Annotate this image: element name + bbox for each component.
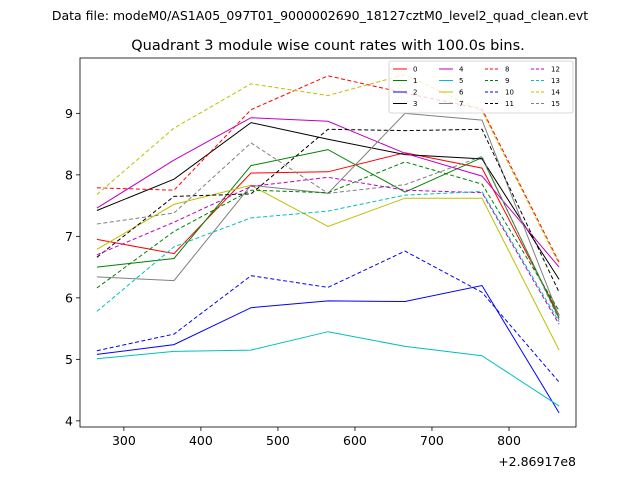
x-tick-label: 700	[420, 433, 444, 448]
legend-label-9: 9	[505, 77, 509, 85]
x-axis-offset-label: +2.86917e8	[498, 454, 576, 469]
legend-label-10: 10	[505, 89, 514, 97]
series-line-9	[96, 161, 560, 312]
legend-label-8: 8	[505, 66, 509, 74]
legend-label-11: 11	[505, 100, 514, 108]
x-tick-label: 400	[189, 433, 213, 448]
legend-label-12: 12	[551, 66, 560, 74]
legend-label-7: 7	[459, 100, 463, 108]
series-line-4	[96, 117, 560, 268]
x-tick-label: 300	[112, 433, 136, 448]
series-line-15	[96, 142, 560, 321]
figure-suptitle: Data file: modeM0/AS1A05_097T01_90000026…	[52, 8, 588, 23]
legend-label-13: 13	[551, 77, 560, 85]
y-tick-label: 5	[65, 352, 73, 367]
legend-label-6: 6	[459, 89, 464, 97]
series-line-0	[96, 152, 560, 316]
series-line-13	[96, 190, 560, 323]
chart-title: Quadrant 3 module wise count rates with …	[131, 38, 525, 54]
legend-label-2: 2	[413, 89, 417, 97]
series-line-7	[96, 112, 560, 317]
series-line-5	[96, 331, 560, 407]
legend-label-3: 3	[413, 100, 417, 108]
y-tick-label: 9	[65, 106, 73, 121]
x-tick-label: 600	[343, 433, 367, 448]
series-layer	[96, 74, 560, 414]
legend-label-14: 14	[551, 89, 560, 97]
series-line-3	[96, 122, 560, 280]
legend-label-1: 1	[413, 77, 417, 85]
legend-frame	[388, 60, 574, 114]
series-line-2	[96, 284, 560, 414]
y-tick-label: 4	[65, 413, 73, 428]
legend-label-4: 4	[459, 66, 464, 74]
legend-label-0: 0	[413, 66, 417, 74]
x-tick-label: 500	[266, 433, 290, 448]
series-line-11	[96, 128, 560, 293]
y-axis: 4 5 6 7 8 9	[65, 106, 80, 428]
plot-frame	[79, 57, 577, 428]
series-line-6	[96, 184, 560, 351]
series-line-12	[96, 176, 560, 325]
y-tick-label: 6	[65, 290, 73, 305]
y-tick-label: 8	[65, 167, 73, 182]
legend-label-15: 15	[551, 100, 560, 108]
y-tick-label: 7	[65, 229, 73, 244]
series-line-14	[96, 74, 560, 265]
legend-label-5: 5	[459, 77, 463, 85]
x-axis: 300 400 500 600 700 800	[112, 427, 521, 448]
x-tick-label: 800	[497, 433, 521, 448]
series-line-1	[96, 149, 560, 319]
series-line-10	[96, 250, 560, 383]
